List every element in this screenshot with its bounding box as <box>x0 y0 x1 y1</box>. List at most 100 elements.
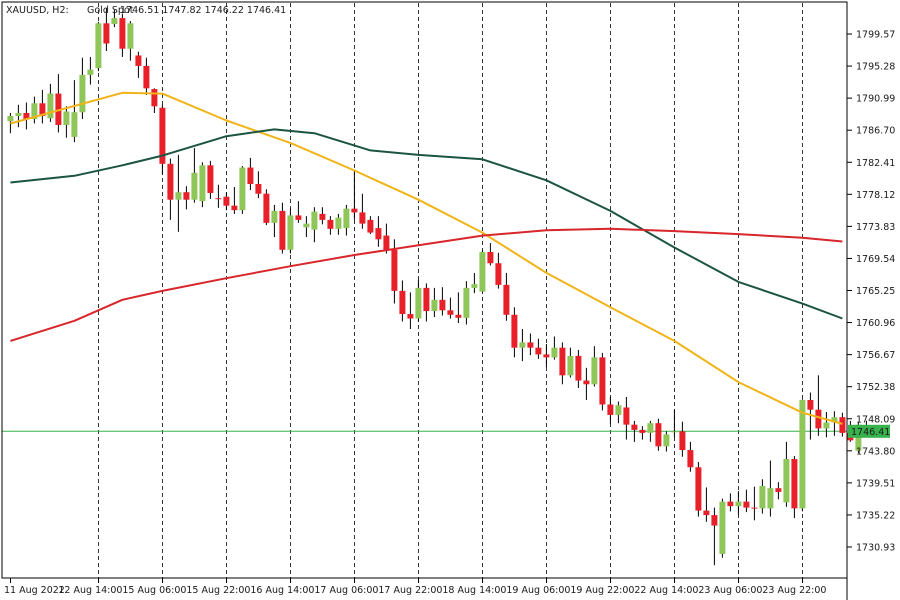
candle-body <box>647 423 654 433</box>
candle <box>575 349 582 389</box>
candle-body <box>487 252 494 264</box>
candle <box>23 102 30 130</box>
candle-body <box>727 501 734 507</box>
candle <box>47 83 54 122</box>
x-tick-label: 23 Aug 06:00 <box>698 585 762 596</box>
candle-body <box>623 407 630 425</box>
candle-body <box>775 488 782 492</box>
candle <box>679 421 686 457</box>
candle <box>695 462 702 517</box>
candle-body <box>239 167 246 211</box>
candle <box>111 9 118 28</box>
candle-body <box>711 515 718 526</box>
y-tick-label: 1743.80 <box>856 446 895 457</box>
candle-body <box>295 215 302 220</box>
symbol-label: XAUUSD, H2: <box>6 5 69 16</box>
candle <box>367 216 374 235</box>
candle <box>511 307 518 358</box>
candle-body <box>247 167 254 184</box>
candle <box>271 204 278 238</box>
candle <box>775 482 782 500</box>
candle-body <box>407 314 414 319</box>
candle-body <box>535 347 542 355</box>
x-tick-label: 15 Aug 22:00 <box>186 585 250 596</box>
candle <box>599 352 606 411</box>
candle <box>815 375 822 436</box>
candle-body <box>223 196 230 206</box>
candle <box>143 57 150 96</box>
x-tick-label: 17 Aug 22:00 <box>378 585 442 596</box>
candle-body <box>343 208 350 229</box>
candle <box>39 89 46 124</box>
x-tick-label: 12 Aug 14:00 <box>58 585 122 596</box>
candle <box>119 13 126 57</box>
candle-body <box>103 23 110 44</box>
candle-body <box>15 112 22 116</box>
candle <box>335 213 342 235</box>
candle-body <box>263 193 270 223</box>
candle-body <box>439 299 446 311</box>
candle-body <box>47 93 54 119</box>
x-tick-label: 18 Aug 14:00 <box>442 585 506 596</box>
ma-fast-line <box>10 91 843 425</box>
candle-body <box>815 409 822 429</box>
candle <box>831 411 838 436</box>
candle <box>223 192 230 211</box>
candle-body <box>679 431 686 451</box>
candle-body <box>631 424 638 430</box>
candle-body <box>783 459 790 503</box>
candle <box>391 239 398 304</box>
candle <box>135 51 142 78</box>
candle-body <box>167 163 174 200</box>
candle <box>359 193 366 229</box>
candle <box>103 8 110 51</box>
candle <box>327 216 334 235</box>
candle <box>735 491 742 515</box>
candle-body <box>479 252 486 292</box>
candle-body <box>743 501 750 508</box>
candle-body <box>455 314 462 318</box>
candle <box>239 166 246 214</box>
candle-body <box>511 314 518 348</box>
candle-body <box>175 192 182 200</box>
candle-body <box>207 165 214 193</box>
candle <box>231 186 238 214</box>
candle <box>503 272 510 321</box>
candle <box>407 292 414 329</box>
candle-body <box>567 355 574 376</box>
candle-body <box>399 290 406 315</box>
current-price-tag: 1746.41 <box>848 424 890 438</box>
candle <box>191 148 198 203</box>
candle <box>463 281 470 325</box>
candle <box>527 333 534 356</box>
candle <box>471 272 478 294</box>
candle-body <box>183 192 190 200</box>
candle-body <box>55 93 62 125</box>
candle-body <box>703 510 710 516</box>
candle <box>303 216 310 238</box>
candle <box>567 347 574 378</box>
x-tick-label: 17 Aug 06:00 <box>314 585 378 596</box>
candle <box>615 401 622 424</box>
candle-body <box>551 347 558 358</box>
candle <box>351 171 358 220</box>
candle-body <box>335 217 342 229</box>
candle <box>671 409 678 438</box>
candle <box>535 338 542 359</box>
candle-body <box>767 488 774 509</box>
candle-body <box>463 287 470 318</box>
candle-body <box>39 103 46 116</box>
candle-body <box>687 450 694 468</box>
candle <box>703 487 710 522</box>
candle-body <box>255 183 262 194</box>
candle-body <box>495 263 502 285</box>
price-axis: 1799.57 1795.28 1790.99 1786.70 1782.41 1778.… <box>847 30 895 554</box>
candle <box>791 456 798 519</box>
x-tick-label: 19 Aug 06:00 <box>506 585 570 596</box>
candle-body <box>143 65 150 89</box>
x-tick-label: 19 Aug 22:00 <box>570 585 634 596</box>
y-tick-label: 1795.28 <box>856 62 895 73</box>
